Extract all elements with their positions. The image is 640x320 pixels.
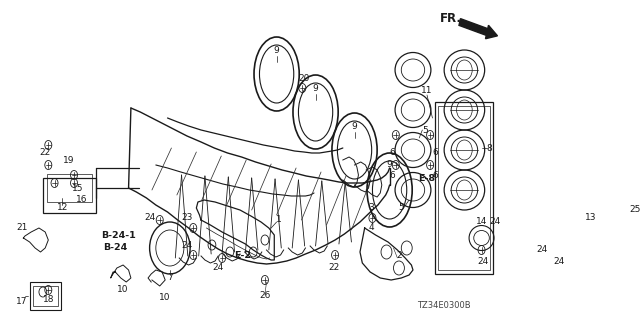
Text: 13: 13 [585, 213, 596, 222]
Text: 6: 6 [389, 171, 395, 180]
Text: 4: 4 [368, 223, 374, 233]
Text: 10: 10 [159, 293, 171, 302]
Text: 24: 24 [181, 241, 193, 250]
Text: 11: 11 [421, 85, 433, 94]
Text: 22: 22 [328, 263, 339, 273]
Bar [33, 286, 58, 306]
Text: TZ34E0300B: TZ34E0300B [417, 300, 471, 309]
Bar [43, 178, 96, 213]
Text: 9: 9 [351, 122, 357, 131]
Text: 20: 20 [298, 74, 310, 83]
Text: 1: 1 [276, 215, 282, 225]
Text: 12: 12 [57, 204, 68, 212]
Text: 25: 25 [629, 205, 640, 214]
Text: 18: 18 [43, 295, 54, 305]
Bar [435, 102, 493, 274]
Bar [47, 174, 92, 202]
Text: 6: 6 [432, 171, 438, 180]
Text: 24: 24 [144, 213, 156, 222]
Text: 15: 15 [72, 183, 84, 193]
FancyArrow shape [459, 19, 497, 39]
Text: 24: 24 [477, 258, 489, 267]
Text: 24: 24 [212, 263, 224, 273]
Text: 7: 7 [167, 274, 173, 283]
Text: 24: 24 [489, 218, 500, 227]
Text: 2: 2 [396, 251, 402, 260]
Text: 6: 6 [389, 148, 395, 156]
Text: 16: 16 [76, 196, 88, 204]
Bar [438, 106, 490, 270]
Text: 9: 9 [387, 159, 392, 169]
Text: 9: 9 [313, 84, 319, 92]
Text: FR.: FR. [440, 12, 461, 25]
Text: 6: 6 [432, 148, 438, 156]
Text: E-2: E-2 [235, 251, 252, 260]
Text: 24: 24 [554, 258, 565, 267]
Text: 17: 17 [16, 298, 28, 307]
Text: 24: 24 [536, 245, 547, 254]
Text: 10: 10 [117, 285, 129, 294]
Bar [29, 282, 61, 310]
Text: 5: 5 [422, 125, 428, 134]
Text: 14: 14 [476, 218, 487, 227]
Text: 8: 8 [486, 143, 492, 153]
Text: 21: 21 [16, 223, 28, 233]
Text: E-8: E-8 [419, 173, 436, 182]
Text: 26: 26 [259, 291, 271, 300]
Text: 22: 22 [40, 148, 51, 156]
Text: 23: 23 [181, 213, 193, 222]
Text: B-24-1: B-24-1 [101, 230, 136, 239]
Text: 19: 19 [63, 156, 74, 164]
Text: B-24: B-24 [103, 244, 127, 252]
Text: 5: 5 [399, 204, 404, 212]
Text: 3: 3 [368, 204, 374, 212]
Text: 9: 9 [274, 45, 280, 54]
